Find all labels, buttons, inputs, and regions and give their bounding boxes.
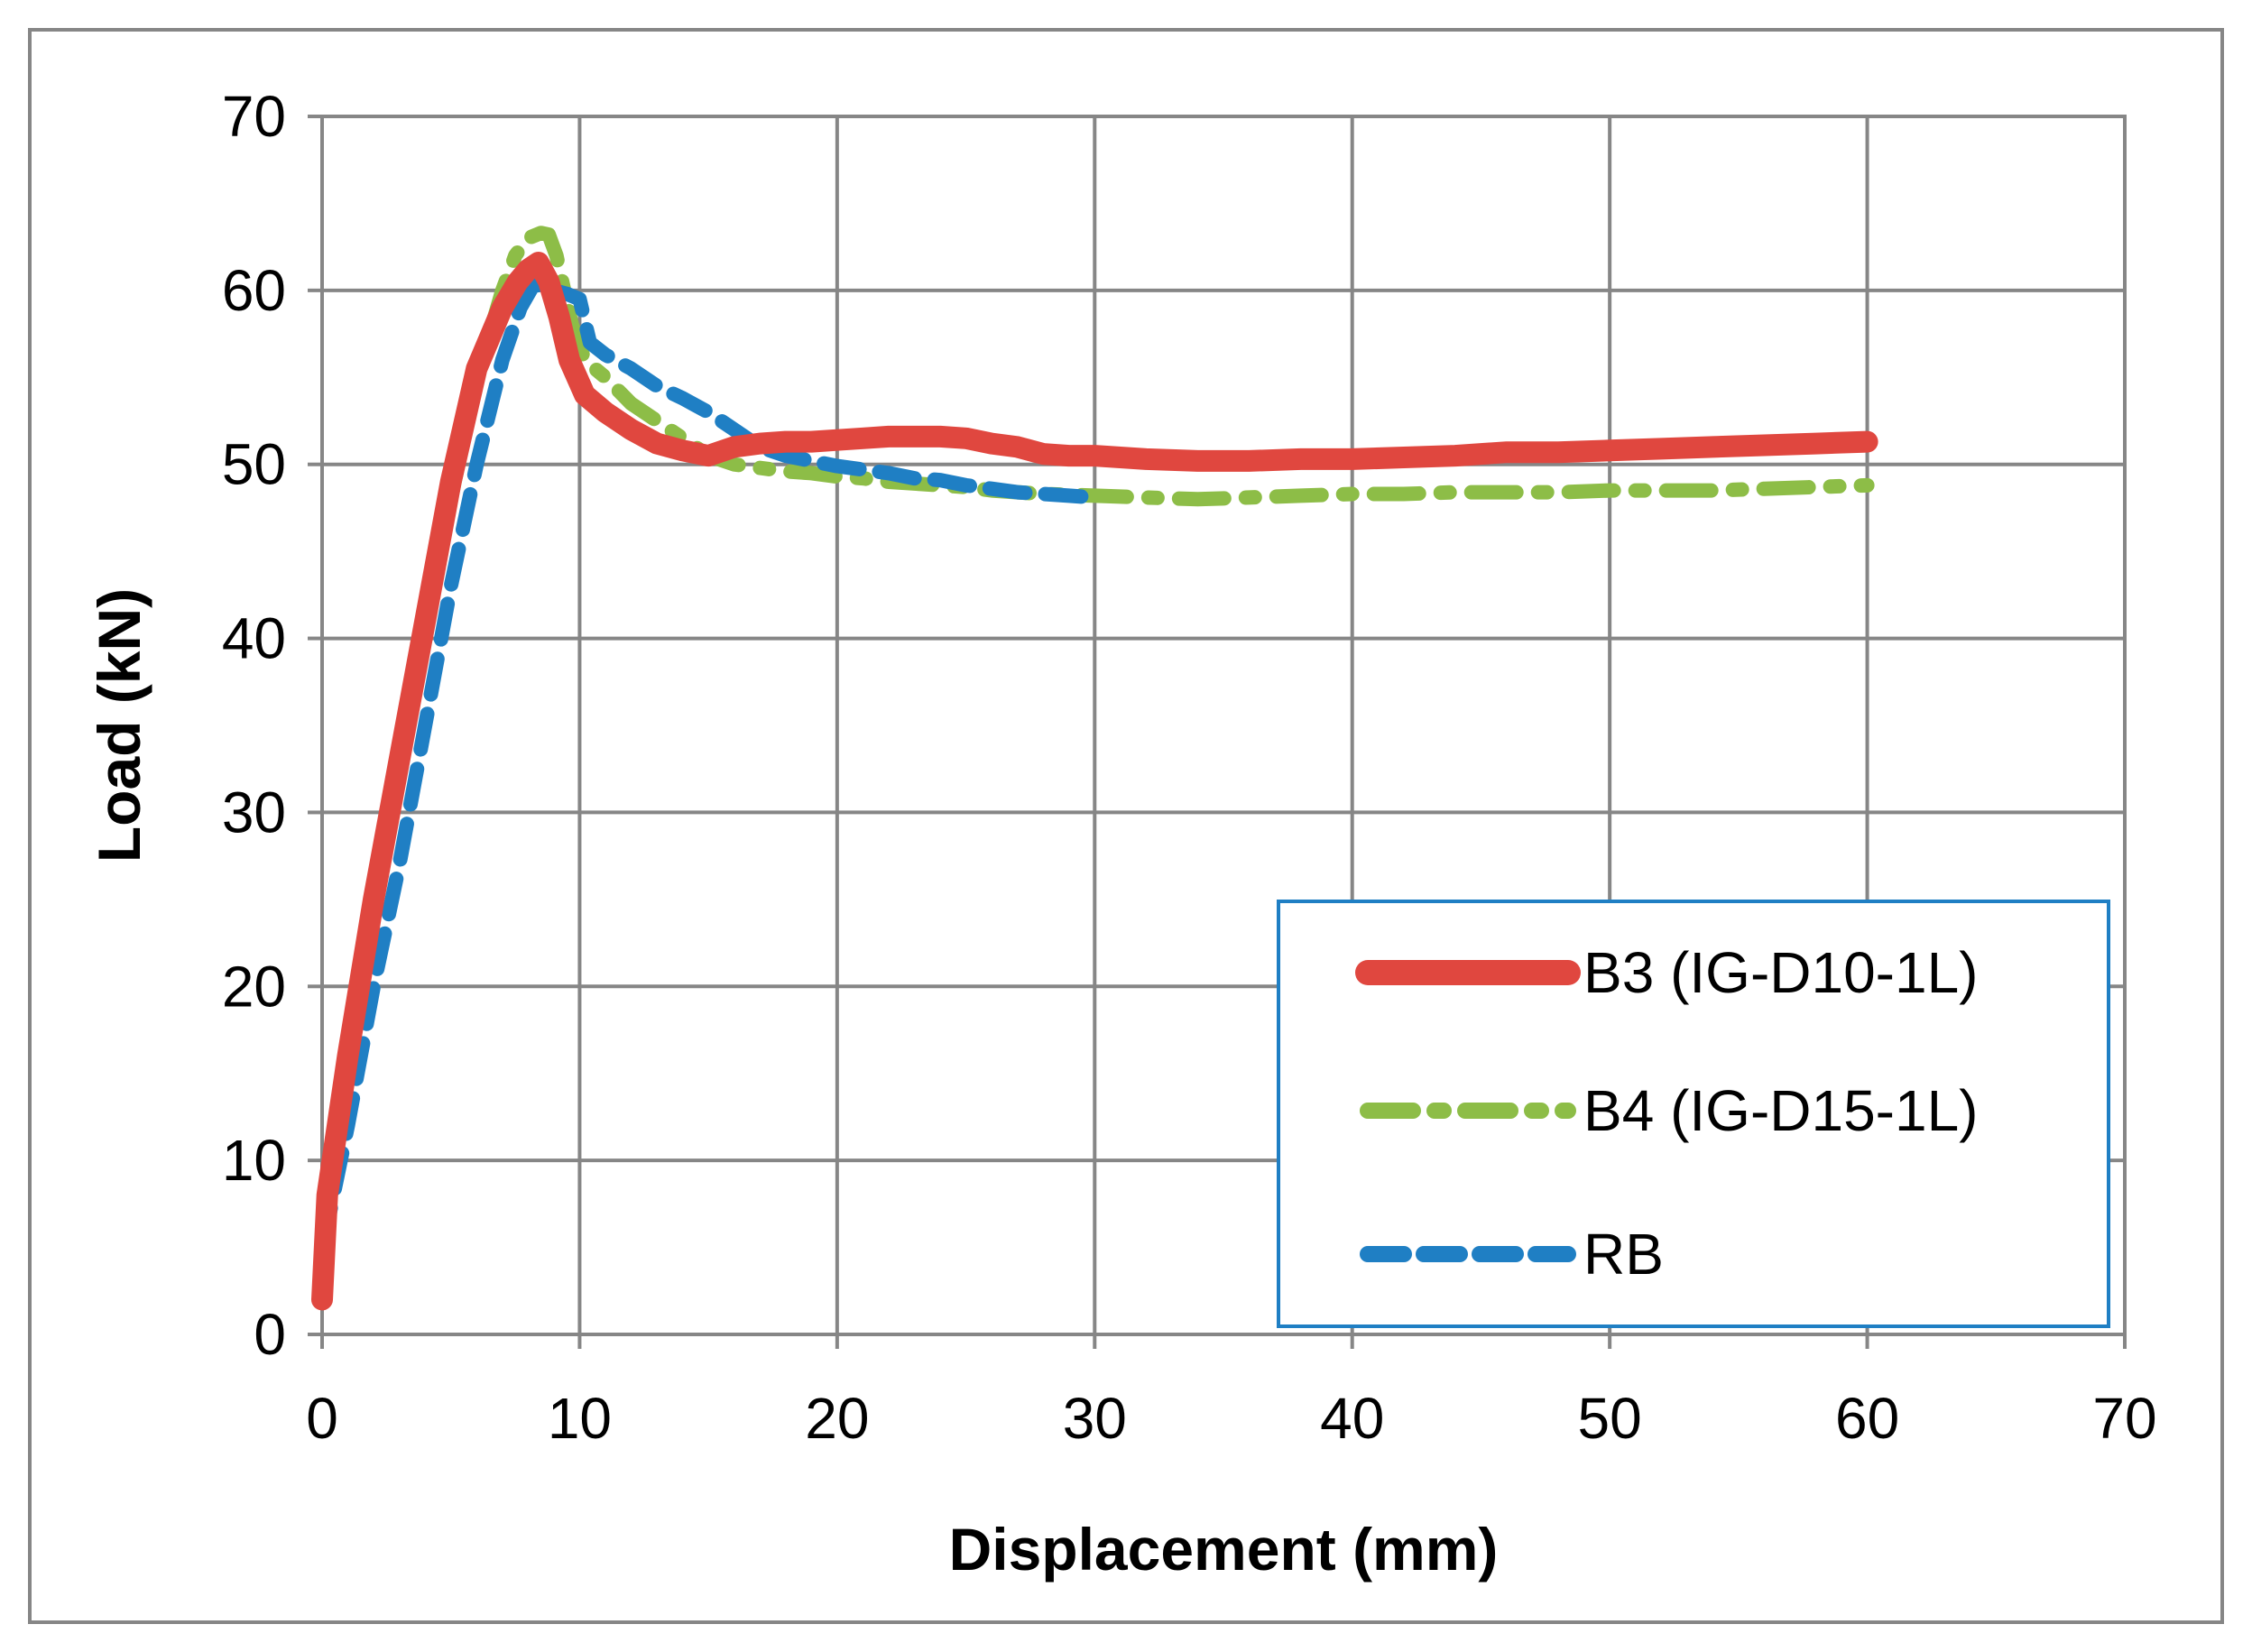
y-tick-label: 60 [222,258,286,323]
series-line-rb [315,278,1103,1307]
tick-marks [308,115,2127,1349]
x-axis-title: Displacement (mm) [949,1516,1499,1583]
y-tick-label: 50 [222,432,286,497]
y-tick-label: 0 [254,1302,286,1367]
x-tick-labels: 0 10 20 30 40 50 60 70 [306,1386,2156,1451]
y-tick-label: 20 [222,954,286,1019]
y-tick-label: 10 [222,1128,286,1193]
x-tick-label: 50 [1578,1386,1642,1451]
legend-label-rb: RB [1583,1222,1664,1287]
x-tick-label: 20 [805,1386,869,1451]
x-tick-label: 70 [2092,1386,2156,1451]
y-tick-labels: 0 10 20 30 40 50 60 70 [222,84,286,1367]
series-line-b3 [311,252,1878,1311]
x-tick-label: 0 [306,1386,338,1451]
x-tick-label: 30 [1063,1386,1127,1451]
y-axis-title: Load (kN) [86,588,152,863]
y-tick-label: 40 [222,606,286,671]
y-tick-label: 70 [222,84,286,149]
plot-area-border [320,115,2127,1336]
legend-label-b4: B4 (IG-D15-1L) [1583,1078,1978,1143]
chart-frame [28,28,2224,1624]
x-tick-label: 10 [548,1386,612,1451]
y-tick-label: 30 [222,780,286,844]
x-tick-label: 60 [1835,1386,1899,1451]
x-tick-label: 40 [1320,1386,1384,1451]
legend: B3 (IG-D10-1L) B4 (IG-D15-1L) RB [1277,900,2110,1328]
series-layer [311,226,1878,1311]
legend-label-b3: B3 (IG-D10-1L) [1583,940,1978,1005]
